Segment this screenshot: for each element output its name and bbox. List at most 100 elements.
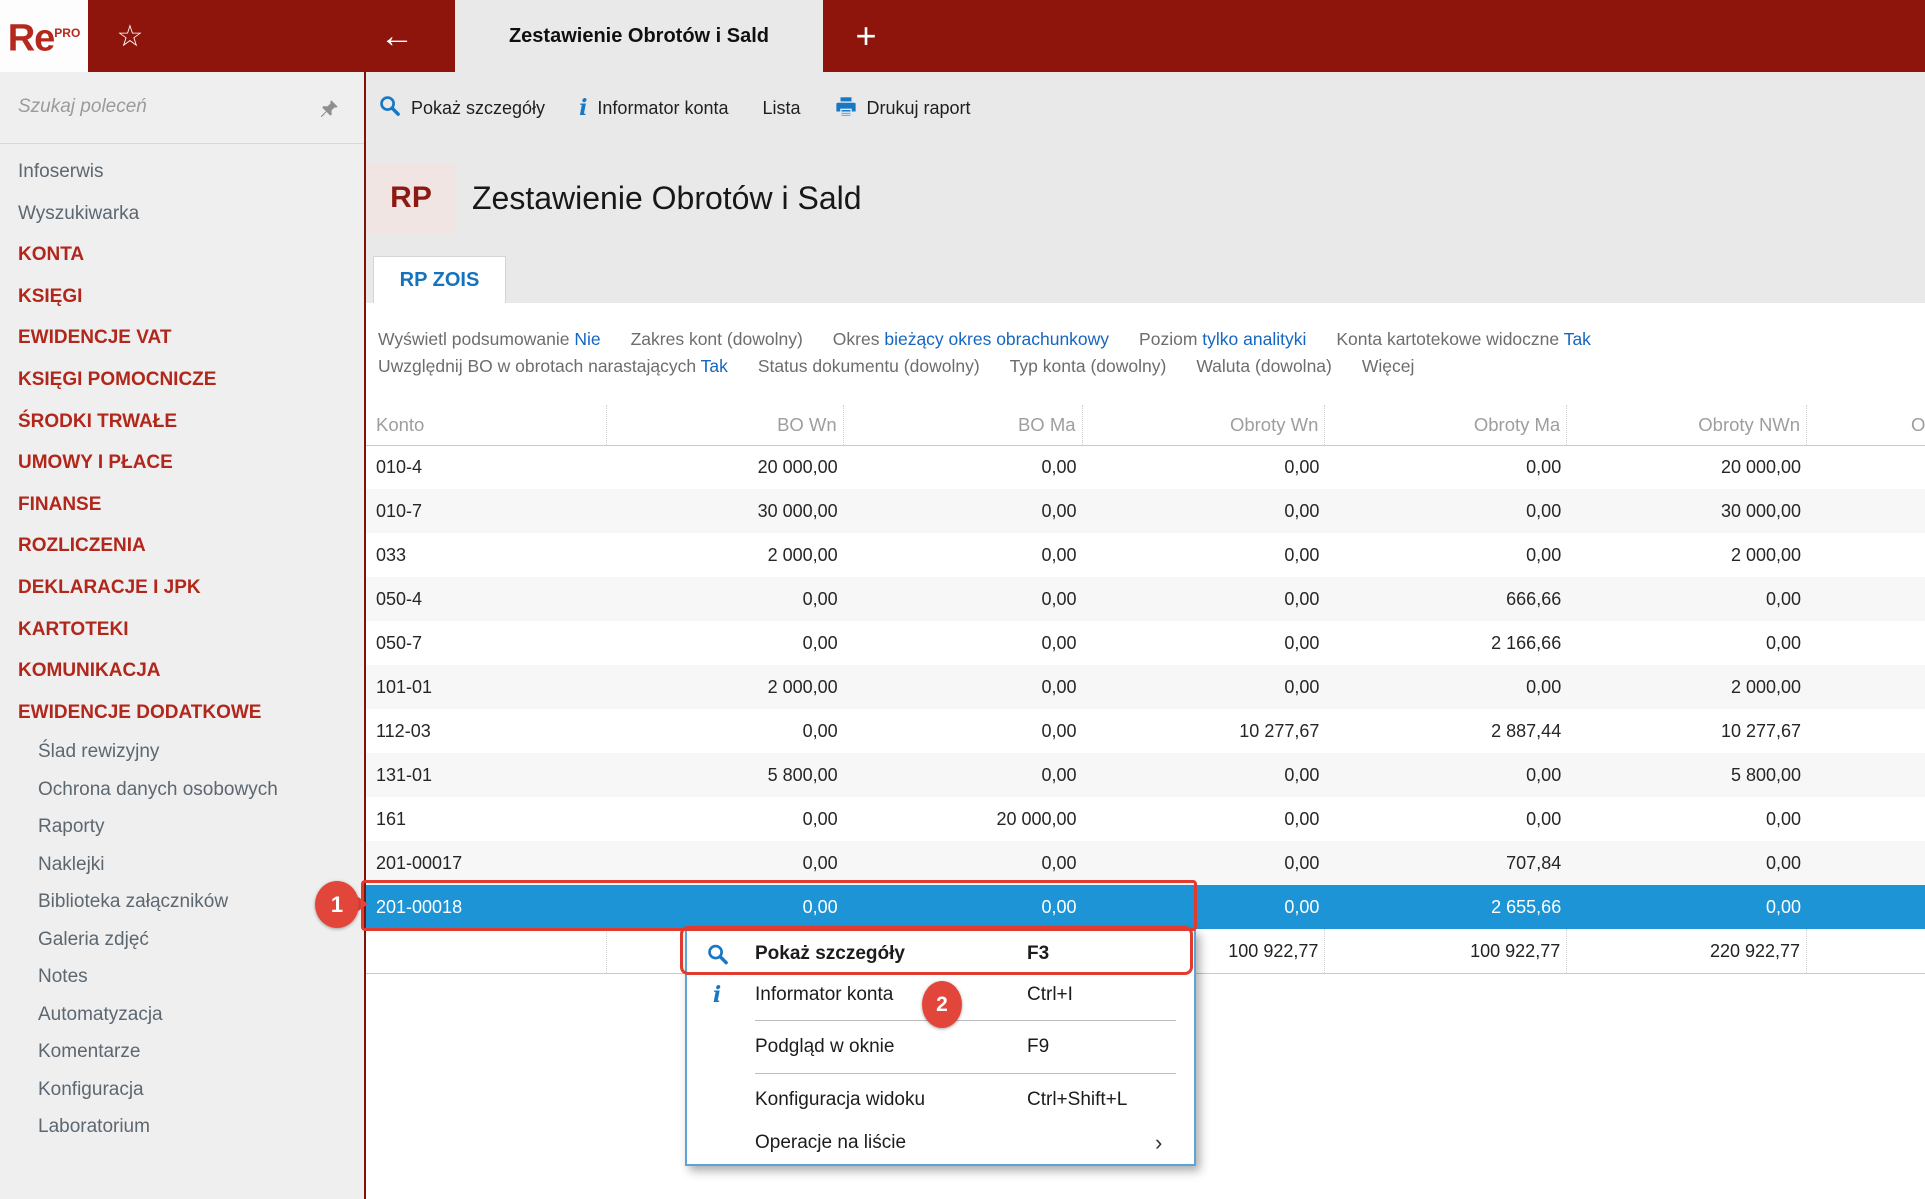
column-header-2[interactable]: BO Ma — [844, 405, 1083, 445]
filter-row2-1[interactable]: Status dokumentu (dowolny) — [758, 356, 980, 377]
table-cell: 0,00 — [802, 720, 838, 741]
sidebar-subitem-notes[interactable]: Notes — [38, 966, 88, 987]
window-tab-label: Zestawienie Obrotów i Sald — [508, 24, 770, 47]
table-row[interactable]: 161 0,00 20 000,00 0,00 0,00 0,00 — [366, 797, 1925, 841]
filter-row1-4[interactable]: Konta kartotekowe widoczne Tak — [1336, 329, 1591, 350]
column-header-1[interactable]: BO Wn — [607, 405, 844, 445]
table-row[interactable]: 201-00017 0,00 0,00 0,00 707,84 0,00 — [366, 841, 1925, 885]
filter-value: tylko analityki — [1202, 329, 1307, 349]
sidebar-subitem-automatyzacja[interactable]: Automatyzacja — [38, 1003, 163, 1025]
sidebar-subitem-naklejki[interactable]: Naklejki — [38, 853, 105, 875]
summary-cell: 100 922,77 — [1325, 929, 1568, 973]
filter-row1-2[interactable]: Okres bieżący okres obrachunkowy — [833, 329, 1109, 350]
table-cell: 0,00 — [1766, 808, 1802, 829]
context-menu: Pokaż szczegóły F3 i Informator konta Ctrl+I… — [685, 929, 1196, 1166]
table-row[interactable]: 050-7 0,00 0,00 0,00 2 166,66 0,00 — [366, 621, 1925, 665]
sidebar-item-komunikacja[interactable]: KOMUNIKACJA — [18, 660, 161, 682]
window-tab-active[interactable]: Zestawienie Obrotów i Sald — [455, 0, 823, 72]
menu-separator — [755, 1073, 1176, 1074]
table-cell: 101-01 — [376, 676, 433, 697]
column-header-3[interactable]: Obroty Wn — [1083, 405, 1326, 445]
toolbar-button-0[interactable]: Pokaż szczegóły — [378, 94, 545, 122]
toolbar-button-3[interactable]: Drukuj raport — [835, 95, 971, 122]
annotation-callout-1: 1 — [315, 881, 359, 928]
table-cell: 0,00 — [1766, 632, 1802, 653]
table-row[interactable]: 112-03 0,00 0,00 10 277,67 2 887,44 10 277,67 — [366, 709, 1925, 753]
back-arrow-icon[interactable]: ← — [380, 16, 414, 55]
filter-label: Uwzględnij BO w obrotach narastających — [378, 356, 697, 376]
summary-cell: 220 922,77 — [1567, 929, 1808, 973]
sidebar-sub-items: Ślad rewizyjny Ochrona danych osobowych Ra… — [0, 733, 364, 1146]
sidebar-item-księgi-pomocnicze[interactable]: KSIĘGI POMOCNICZE — [18, 368, 217, 390]
table-body: 010-4 20 000,00 0,00 0,00 0,00 20 000,00 010-7… — [366, 445, 1925, 929]
sidebar-item-finanse[interactable]: FINANSE — [18, 493, 102, 515]
menu-item-label: Operacje na liście — [755, 1132, 907, 1153]
menu-item-podgląd-w-oknie[interactable]: Podgląd w oknie F9 — [687, 1025, 1194, 1069]
sidebar-item-rozliczenia[interactable]: ROZLICZENIA — [18, 535, 146, 557]
table-cell: 0,00 — [1284, 500, 1320, 521]
filter-label: Więcej — [1361, 356, 1415, 376]
new-tab-plus-icon[interactable]: + — [855, 15, 877, 56]
favorite-star-icon[interactable]: ☆ — [116, 19, 144, 53]
summary-cell: 100 922,77 — [1083, 929, 1326, 973]
menu-item-pokaż-szczegóły[interactable]: Pokaż szczegóły F3 — [687, 934, 1194, 974]
filter-label: Waluta — [1196, 356, 1251, 376]
table-cell: 010-4 — [376, 456, 423, 477]
sidebar-item-ewidencje-dodatkowe[interactable]: EWIDENCJE DODATKOWE — [18, 701, 262, 723]
menu-separator — [755, 1020, 1176, 1021]
tab-rp-zois[interactable]: RP ZOIS — [373, 256, 506, 304]
menu-item-konfiguracja-widoku[interactable]: Konfiguracja widoku Ctrl+Shift+L — [687, 1078, 1194, 1122]
filter-row2-0[interactable]: Uwzględnij BO w obrotach narastających T… — [378, 356, 728, 377]
sidebar-subitem-laboratorium[interactable]: Laboratorium — [38, 1116, 150, 1137]
sidebar-item-wyszukiwarka[interactable]: Wyszukiwarka — [18, 202, 140, 224]
sidebar-subitem-konfiguracja[interactable]: Konfiguracja — [38, 1078, 144, 1100]
table-row[interactable]: 050-4 0,00 0,00 0,00 666,66 0,00 — [366, 577, 1925, 621]
sidebar-subitem-galeria-zdjęć[interactable]: Galeria zdjęć — [38, 928, 149, 950]
table-row[interactable]: 010-4 20 000,00 0,00 0,00 0,00 20 000,00 — [366, 445, 1925, 489]
sidebar-item-ewidencje-vat[interactable]: EWIDENCJE VAT — [18, 327, 172, 349]
sidebar-item-infoserwis[interactable]: Infoserwis — [18, 161, 104, 182]
sidebar: Szukaj poleceń Infoserwis Wyszukiwarka KON… — [0, 72, 364, 1199]
sidebar-subitem-biblioteka-załączników[interactable]: Biblioteka załączników — [38, 891, 229, 912]
menu-item-label: Konfiguracja widoku — [755, 1089, 926, 1110]
filter-row1-0[interactable]: Wyświetl podsumowanie Nie — [378, 329, 601, 350]
menu-item-operacje-na-liście[interactable]: Operacje na liście › — [687, 1122, 1194, 1164]
column-header-4[interactable]: Obroty Ma — [1325, 405, 1568, 445]
sidebar-subitem-raporty[interactable]: Raporty — [38, 816, 105, 837]
table-row-selected[interactable]: 201-00018 0,00 0,00 0,00 2 655,66 0,00 — [366, 885, 1925, 929]
toolbar-button-2[interactable]: Lista — [762, 98, 800, 119]
sidebar-item-deklaracje-i-jpk[interactable]: DEKLARACJE I JPK — [18, 576, 201, 598]
filter-row2-2[interactable]: Typ konta (dowolny) — [1010, 356, 1167, 377]
filter-row1-3[interactable]: Poziom tylko analityki — [1139, 329, 1306, 350]
report-panel: Wyświetl podsumowanie Nie Zakres kont (do… — [366, 303, 1925, 1199]
filter-row2-3[interactable]: Waluta (dowolna) — [1196, 356, 1332, 377]
table-cell-empty — [1807, 489, 1925, 533]
command-search[interactable]: Szukaj poleceń — [0, 72, 364, 144]
table-row[interactable]: 033 2 000,00 0,00 0,00 0,00 2 000,00 — [366, 533, 1925, 577]
table-header-clipped-column[interactable]: O — [1911, 414, 1925, 435]
table-cell-empty — [1807, 577, 1925, 621]
filter-row1-1[interactable]: Zakres kont (dowolny) — [631, 329, 803, 350]
sidebar-item-środki-trwałe[interactable]: ŚRODKI TRWAŁE — [18, 410, 178, 432]
table-row[interactable]: 131-01 5 800,00 0,00 0,00 0,00 5 800,00 — [366, 753, 1925, 797]
toolbar-button-1[interactable]: i Informator konta — [579, 97, 728, 119]
sidebar-item-kartoteki[interactable]: KARTOTEKI — [18, 618, 129, 640]
toolbar-button-label: Lista — [762, 97, 801, 118]
column-header-5[interactable]: Obroty NWn — [1567, 405, 1808, 445]
sidebar-subitem-ślad-rewizyjny[interactable]: Ślad rewizyjny — [38, 741, 160, 762]
column-header-0[interactable]: Konto — [366, 405, 607, 445]
table-cell: 0,00 — [1041, 456, 1077, 477]
menu-item-informator-konta[interactable]: i Informator konta Ctrl+I — [687, 974, 1194, 1016]
filter-label: Status dokumentu — [757, 356, 899, 376]
sidebar-item-księgi[interactable]: KSIĘGI — [18, 285, 83, 307]
filter-row2-4[interactable]: Więcej — [1362, 356, 1415, 377]
sidebar-subitem-komentarze[interactable]: Komentarze — [38, 1041, 141, 1062]
table-row[interactable]: 101-01 2 000,00 0,00 0,00 0,00 2 000,00 — [366, 665, 1925, 709]
table-cell: 707,84 — [1506, 852, 1562, 873]
sidebar-item-umowy-i-płace[interactable]: UMOWY I PŁACE — [18, 452, 173, 474]
pin-icon[interactable] — [318, 98, 340, 120]
table-cell: 0,00 — [1041, 588, 1077, 609]
table-row[interactable]: 010-7 30 000,00 0,00 0,00 0,00 30 000,00 — [366, 489, 1925, 533]
sidebar-item-konta[interactable]: KONTA — [18, 244, 85, 266]
sidebar-subitem-ochrona-danych-osobowych[interactable]: Ochrona danych osobowych — [38, 778, 278, 800]
